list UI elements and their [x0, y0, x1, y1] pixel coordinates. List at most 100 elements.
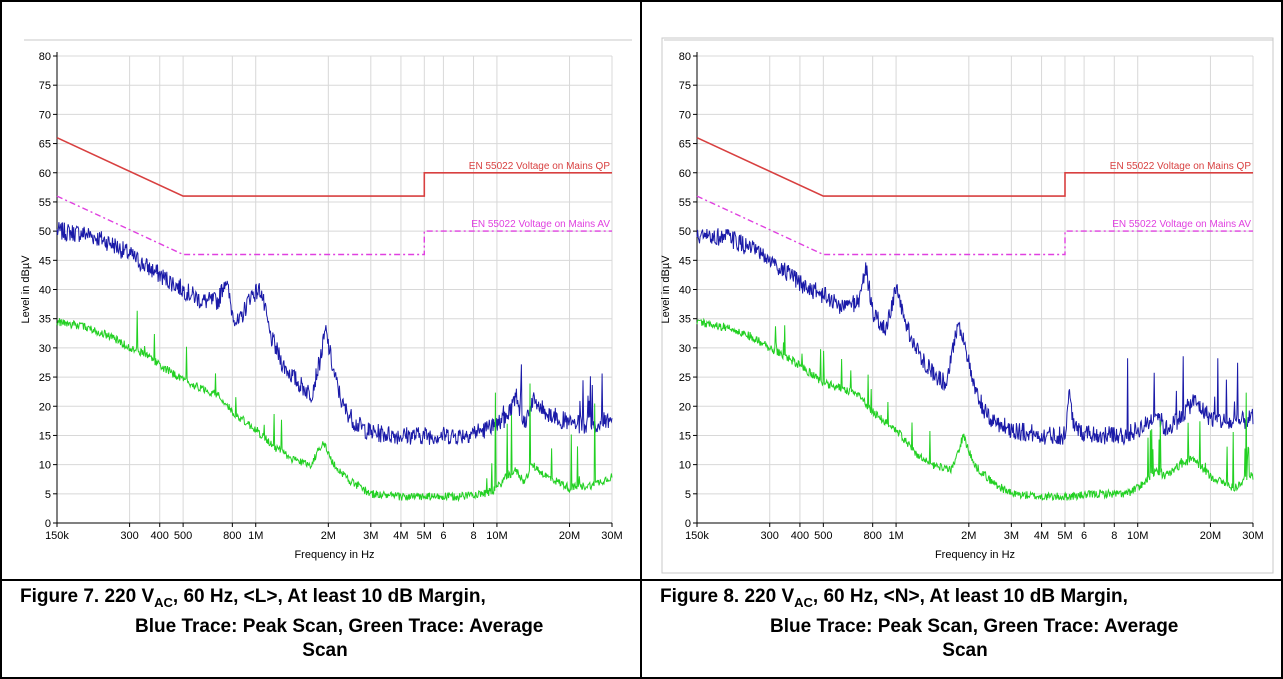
y-tick-label: 35 — [39, 314, 51, 326]
x-tick-label: 300 — [120, 530, 138, 542]
x-tick-label: 8 — [1111, 530, 1117, 542]
x-tick-label: 6 — [1081, 530, 1087, 542]
x-tick-label: 400 — [791, 530, 809, 542]
x-tick-label: 500 — [174, 530, 192, 542]
caption-line1: , 60 Hz, <N>, At least 10 dB Margin, — [812, 586, 1128, 607]
chart-panel-left: 0 5 10 15 20 25 30 35 40 45 50 55 60 65 70 75 80 150k 300 4… — [2, 0, 640, 580]
qp-limit-line — [696, 136, 1253, 197]
av-limit-label: EN 55022 Voltage on Mains AV — [471, 219, 610, 230]
x-tick-label: 6 — [440, 530, 446, 542]
x-tick-label: 800 — [863, 530, 881, 542]
x-tick-label: 5M — [417, 530, 432, 542]
caption-line1: , 60 Hz, <L>, At least 10 dB Margin, — [172, 586, 486, 607]
qp-limit-line — [56, 136, 612, 197]
caption-prefix: Figure 7. 220 V — [20, 586, 155, 607]
y-tick-label: 75 — [679, 80, 691, 92]
y-tick-label: 55 — [679, 197, 691, 209]
y-tick-label: 35 — [679, 314, 691, 326]
x-tick-label: 30M — [601, 530, 622, 542]
x-tick-label: 150k — [45, 530, 69, 542]
x-tick-label: 4M — [1034, 530, 1049, 542]
av-limit-label: EN 55022 Voltage on Mains AV — [1112, 219, 1251, 230]
y-tick-label: 60 — [679, 168, 691, 180]
y-tick-label: 0 — [45, 518, 51, 530]
y-axis-title: Level in dBµV — [20, 255, 32, 324]
caption-figure-8: Figure 8. 220 VAC, 60 Hz, <N>, At least … — [660, 580, 1270, 679]
x-tick-label: 2M — [961, 530, 976, 542]
y-tick-label: 15 — [39, 430, 51, 442]
y-tick-label: 0 — [685, 518, 691, 530]
table-divider — [640, 0, 642, 679]
caption-subscript: AC — [154, 594, 173, 610]
av-limit-line — [56, 195, 612, 256]
qp-limit-label: EN 55022 Voltage on Mains QP — [469, 161, 611, 172]
y-axis-title: Level in dBµV — [660, 255, 672, 324]
x-tick-label: 30M — [1242, 530, 1263, 542]
y-tick-label: 40 — [679, 285, 691, 297]
caption-line3: Scan — [302, 639, 348, 661]
x-tick-label: 300 — [761, 530, 779, 542]
caption-line2: Blue Trace: Peak Scan, Green Trace: Aver… — [135, 615, 544, 637]
x-axis-title: Frequency in Hz — [935, 549, 1015, 561]
x-tick-label: 4M — [393, 530, 408, 542]
y-tick-label: 70 — [39, 109, 51, 121]
y-tick-label: 65 — [39, 139, 51, 151]
x-tick-label: 150k — [685, 530, 709, 542]
x-tick-label: 500 — [814, 530, 832, 542]
table-border-left — [0, 0, 2, 679]
x-tick-label: 8 — [470, 530, 476, 542]
caption-prefix: Figure 8. 220 V — [660, 586, 795, 607]
average-trace — [56, 310, 613, 503]
x-axis-title: Frequency in Hz — [294, 549, 374, 561]
y-tick-label: 30 — [39, 343, 51, 355]
y-tick-label: 15 — [679, 430, 691, 442]
y-tick-label: 60 — [39, 168, 51, 180]
emi-chart-figure-8: 0 5 10 15 20 25 30 35 40 45 50 55 60 65 70 75 80 150k 300 4… — [660, 37, 1274, 574]
x-tick-label: 20M — [559, 530, 580, 542]
y-tick-label: 50 — [39, 226, 51, 238]
y-tick-label: 55 — [39, 197, 51, 209]
y-tick-label: 45 — [39, 255, 51, 267]
average-trace — [696, 317, 1254, 502]
y-tick-label: 75 — [39, 80, 51, 92]
y-tick-label: 80 — [39, 51, 51, 63]
x-tick-label: 400 — [151, 530, 169, 542]
y-tick-label: 65 — [679, 139, 691, 151]
chart-frame — [661, 37, 1274, 574]
y-tick-label: 70 — [679, 109, 691, 121]
y-tick-label: 25 — [39, 372, 51, 384]
x-tick-label: 3M — [1004, 530, 1019, 542]
table-border-right — [1281, 0, 1283, 679]
y-tick-label: 45 — [679, 255, 691, 267]
x-tick-label: 800 — [223, 530, 241, 542]
y-tick-label: 30 — [679, 343, 691, 355]
y-tick-label: 50 — [679, 226, 691, 238]
y-tick-label: 10 — [39, 460, 51, 472]
y-tick-label: 10 — [679, 460, 691, 472]
y-tick-label: 20 — [679, 401, 691, 413]
peak-trace — [56, 222, 613, 446]
caption-line2: Blue Trace: Peak Scan, Green Trace: Aver… — [770, 615, 1179, 637]
caption-figure-7: Figure 7. 220 VAC, 60 Hz, <L>, At least … — [20, 580, 630, 679]
y-tick-label: 40 — [39, 285, 51, 297]
x-tick-label: 20M — [1200, 530, 1221, 542]
caption-line3: Scan — [942, 639, 988, 661]
y-tick-label: 5 — [45, 489, 51, 501]
x-tick-label: 1M — [888, 530, 903, 542]
grid — [696, 55, 1254, 524]
emi-chart-figure-7: 0 5 10 15 20 25 30 35 40 45 50 55 60 65 70 75 80 150k 300 4… — [20, 39, 632, 561]
x-tick-label: 3M — [363, 530, 378, 542]
x-tick-label: 5M — [1057, 530, 1072, 542]
x-tick-label: 10M — [1127, 530, 1148, 542]
x-tick-label: 1M — [248, 530, 263, 542]
x-tick-label: 2M — [321, 530, 336, 542]
chart-panel-right: 0 5 10 15 20 25 30 35 40 45 50 55 60 65 70 75 80 150k 300 4… — [642, 0, 1281, 580]
caption-subscript: AC — [794, 594, 813, 610]
y-tick-label: 80 — [679, 51, 691, 63]
av-limit-line — [696, 195, 1253, 256]
y-tick-label: 5 — [685, 489, 691, 501]
y-tick-label: 20 — [39, 401, 51, 413]
qp-limit-label: EN 55022 Voltage on Mains QP — [1110, 161, 1252, 172]
y-tick-label: 25 — [679, 372, 691, 384]
